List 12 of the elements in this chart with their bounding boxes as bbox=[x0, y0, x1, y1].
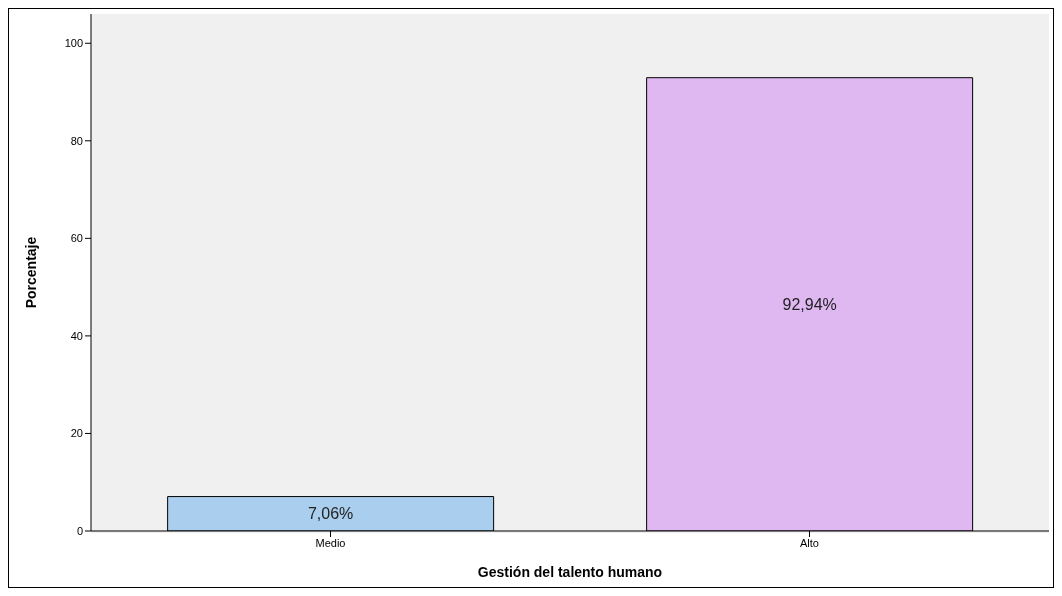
y-tick-label: 20 bbox=[70, 427, 83, 440]
y-tick-label: 40 bbox=[70, 329, 83, 342]
y-tick-label: 60 bbox=[70, 232, 83, 245]
y-tick-label: 100 bbox=[64, 37, 83, 50]
y-axis-title: Porcentaje bbox=[22, 236, 39, 309]
x-axis-title: Gestión del talento humano bbox=[477, 564, 663, 580]
data-label: 7,06% bbox=[307, 505, 354, 523]
x-tick-label: Alto bbox=[800, 536, 819, 549]
y-tick-label: 80 bbox=[70, 134, 83, 147]
y-tick-label: 0 bbox=[76, 524, 83, 537]
x-tick-label: Medio bbox=[315, 536, 346, 549]
data-label: 92,94% bbox=[782, 296, 837, 314]
